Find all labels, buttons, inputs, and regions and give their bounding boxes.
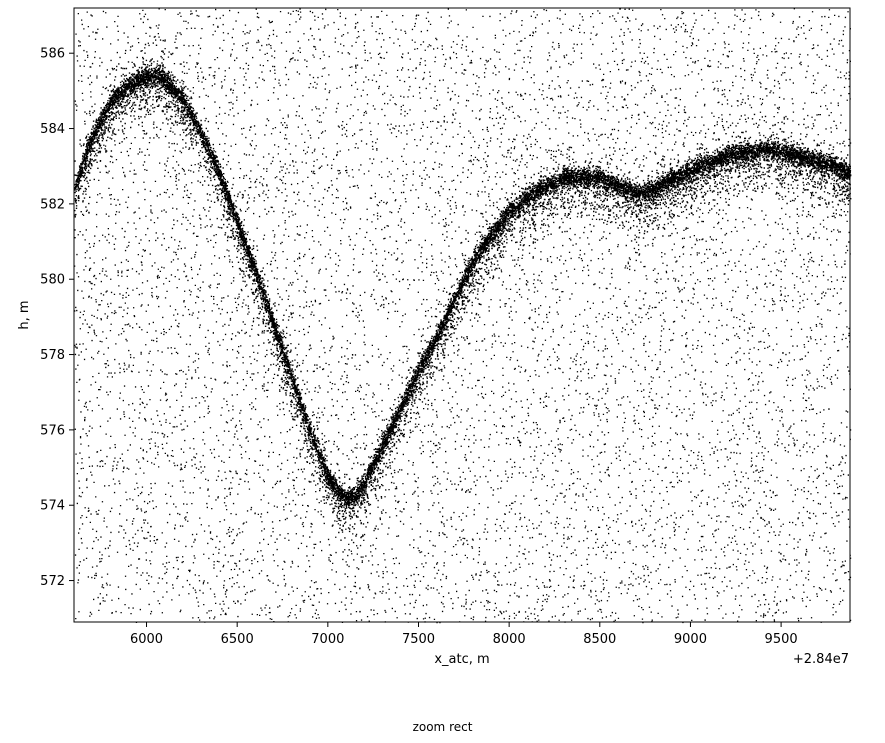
y-tick-label: 584 bbox=[40, 122, 65, 137]
x-tick-label: 9000 bbox=[674, 632, 707, 647]
surface-return-points bbox=[74, 39, 852, 570]
x-tick-label: 6500 bbox=[221, 632, 254, 647]
x-tick-label: 9500 bbox=[765, 632, 798, 647]
plot-area[interactable] bbox=[73, 7, 852, 624]
x-tick-label: 7500 bbox=[402, 632, 435, 647]
axes-frame bbox=[73, 7, 851, 623]
status-bar-message: zoom rect bbox=[412, 720, 473, 734]
surface-point-cloud bbox=[74, 39, 852, 570]
y-tick-label: 582 bbox=[40, 197, 65, 212]
noise-point-cloud bbox=[74, 8, 852, 624]
y-axis: 572 574 576 578 580 582 584 586 bbox=[40, 47, 74, 589]
x-axis: 6000 6500 7000 7500 8000 8500 9000 9500 bbox=[130, 622, 798, 647]
x-tick-label: 8500 bbox=[583, 632, 616, 647]
y-tick-label: 578 bbox=[40, 348, 65, 363]
axes-background bbox=[74, 8, 850, 622]
x-axis-label: x_atc, m bbox=[434, 652, 489, 667]
x-tick-label: 6000 bbox=[130, 632, 163, 647]
y-tick-label: 580 bbox=[40, 273, 65, 288]
y-tick-label: 576 bbox=[40, 423, 65, 438]
y-axis-label: h, m bbox=[17, 300, 32, 329]
x-axis-offset-label: +2.84e7 bbox=[793, 652, 849, 667]
scatter-figure: 6000 6500 7000 7500 8000 8500 9000 9500 5725745… bbox=[17, 7, 852, 667]
y-tick-label: 574 bbox=[40, 499, 65, 514]
background-noise-points bbox=[74, 8, 852, 624]
y-tick-label: 572 bbox=[40, 574, 65, 589]
x-tick-label: 7000 bbox=[311, 632, 344, 647]
y-tick-label: 586 bbox=[40, 47, 65, 62]
x-tick-label: 8000 bbox=[493, 632, 526, 647]
